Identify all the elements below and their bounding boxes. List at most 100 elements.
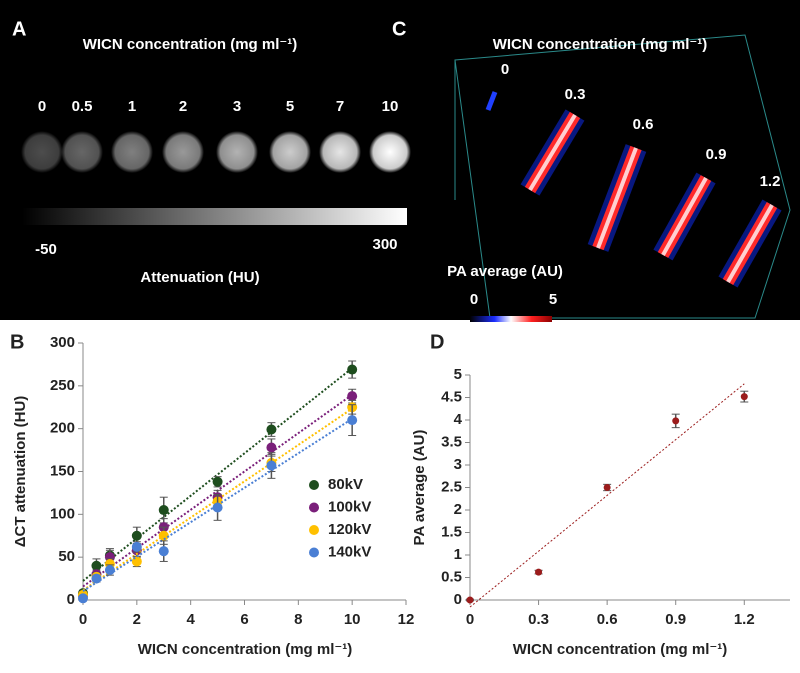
y-tick-label: 300 (50, 334, 75, 351)
data-point (347, 364, 358, 375)
data-point (603, 484, 611, 491)
signal-core (726, 204, 774, 283)
x-axis-label: WICN concentration (mg ml⁻¹) (513, 641, 728, 658)
data-point (158, 546, 169, 557)
y-tick-label: 0 (454, 591, 462, 608)
concentration-label: 0 (501, 61, 509, 78)
panel-title: WICN concentration (mg ml⁻¹) (493, 36, 708, 53)
y-tick-label: 0 (67, 591, 75, 608)
volume-box (454, 34, 791, 319)
sample (61, 131, 103, 173)
sample (269, 131, 311, 173)
trendline (82, 367, 353, 582)
x-tick-label: 0 (466, 611, 474, 628)
y-tick-label: 2 (454, 501, 462, 518)
data-point (212, 502, 223, 513)
colorbar-label: Attenuation (HU) (140, 269, 259, 286)
colorbar (22, 208, 407, 225)
x-tick-label: 10 (344, 611, 361, 628)
concentration-label: 2 (179, 98, 187, 115)
sample (21, 131, 63, 173)
signal-core (596, 147, 638, 249)
x-tick-label: 0 (79, 611, 87, 628)
legend-marker (309, 502, 319, 513)
y-tick-label: 4 (454, 411, 463, 428)
panel-label: D (430, 331, 444, 353)
data-point (158, 530, 169, 541)
data-point (347, 415, 358, 426)
y-axis-label: PA average (AU) (411, 430, 428, 546)
data-point (266, 424, 277, 435)
y-tick-label: 200 (50, 420, 75, 437)
concentration-label: 0.5 (72, 98, 93, 115)
legend-marker (309, 525, 319, 535)
panel-title: WICN concentration (mg ml⁻¹) (83, 36, 298, 53)
sample (216, 131, 258, 173)
x-tick-label: 1.2 (734, 611, 755, 628)
y-tick-label: 100 (50, 505, 75, 522)
data-point (212, 476, 223, 487)
y-tick-label: 0.5 (441, 568, 462, 585)
data-point (347, 391, 358, 402)
data-point (91, 560, 102, 571)
y-tick-label: 2.5 (441, 478, 462, 495)
sample (319, 131, 361, 173)
colorbar-max: 5 (549, 291, 557, 308)
data-point (104, 565, 115, 576)
concentration-label: 5 (286, 98, 294, 115)
sample (162, 131, 204, 173)
y-tick-label: 3.5 (441, 433, 462, 450)
concentration-label: 3 (233, 98, 241, 115)
x-tick-label: 0.3 (528, 611, 549, 628)
data-point (672, 417, 680, 425)
legend-label: 100kV (328, 498, 371, 515)
colorbar (470, 316, 552, 322)
data-point (131, 541, 142, 552)
data-point (266, 460, 277, 471)
concentration-label: 0.6 (633, 116, 654, 133)
pa-signals (485, 91, 782, 288)
panel-label: C (392, 18, 406, 40)
legend-label: 80kV (328, 476, 363, 493)
data-point (131, 530, 142, 541)
y-tick-label: 1.5 (441, 523, 462, 540)
y-tick-label: 250 (50, 377, 75, 394)
y-tick-label: 3 (454, 456, 462, 473)
data-point (466, 596, 474, 604)
trendline (82, 417, 353, 592)
concentration-label: 1 (128, 98, 136, 115)
x-tick-label: 2 (133, 611, 141, 628)
signal-core (528, 113, 577, 192)
sample (369, 131, 411, 173)
x-tick-label: 4 (186, 611, 195, 628)
data-point (740, 393, 748, 401)
legend-marker (309, 480, 319, 490)
y-tick-label: 4.5 (441, 388, 462, 405)
concentration-label: 0.3 (565, 86, 586, 103)
sample (111, 131, 153, 173)
y-tick-label: 50 (58, 548, 75, 565)
phantom-samples (21, 131, 411, 173)
x-tick-label: 0.6 (597, 611, 618, 628)
legend-marker (309, 547, 319, 558)
concentration-label: 1.2 (760, 173, 781, 190)
colorbar-min: 0 (470, 291, 478, 308)
x-tick-label: 0.9 (665, 611, 686, 628)
x-tick-label: 6 (240, 611, 248, 628)
colorbar-min: -50 (35, 241, 57, 258)
signal-core (661, 177, 708, 256)
y-axis-label: ΔCT attenuation (HU) (12, 396, 29, 548)
data-point (78, 593, 88, 604)
data-point (158, 505, 169, 516)
colorbar-max: 300 (372, 236, 397, 253)
data-point (535, 568, 543, 576)
concentration-label: 0 (38, 98, 46, 115)
data-point (104, 552, 115, 563)
signal (485, 91, 498, 111)
trendline (469, 383, 745, 608)
data-point (91, 573, 102, 584)
x-tick-label: 8 (294, 611, 302, 628)
legend-label: 140kV (328, 543, 371, 560)
legend-label: 120kV (328, 521, 371, 538)
